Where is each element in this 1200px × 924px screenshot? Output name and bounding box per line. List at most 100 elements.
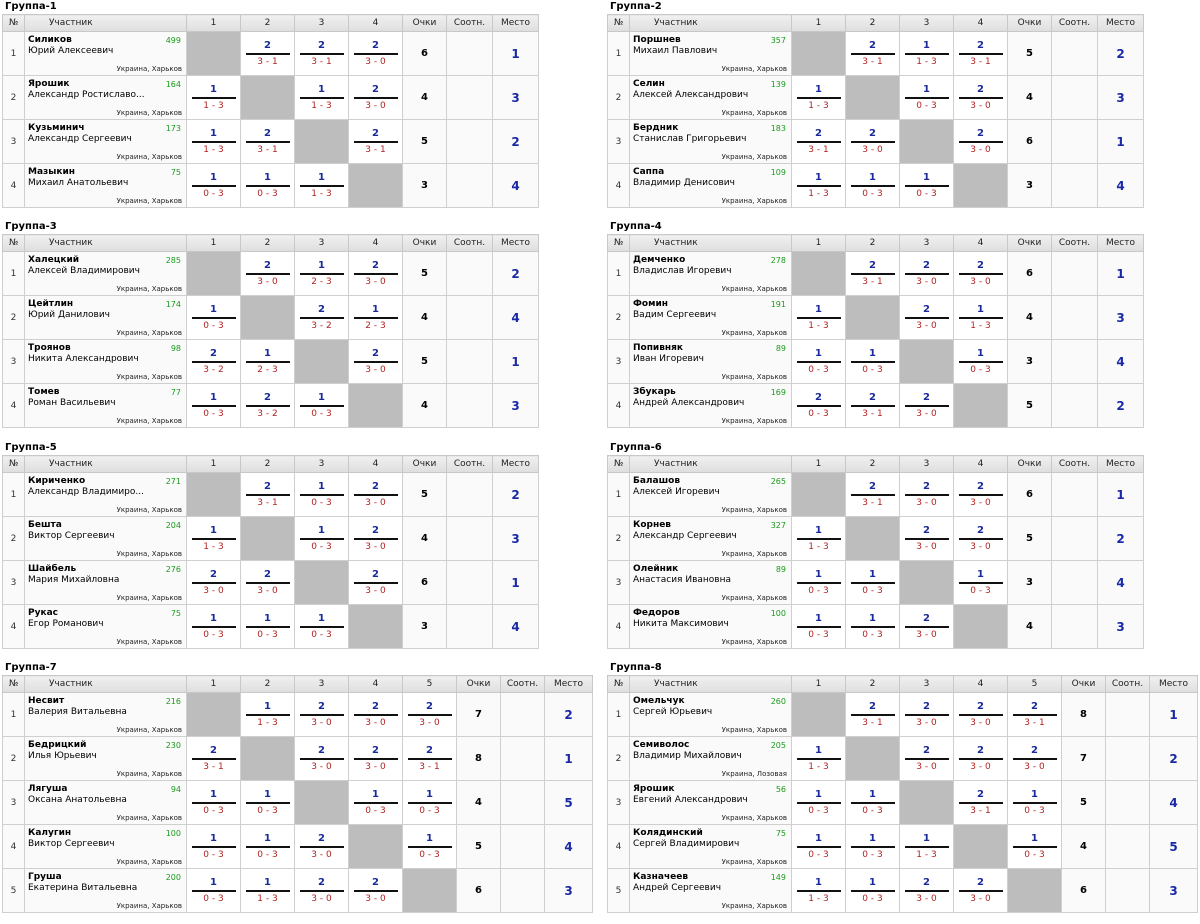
match-result[interactable]: 1 0 - 3 xyxy=(294,383,349,428)
match-result[interactable]: 2 3 - 0 xyxy=(953,516,1008,561)
match-result[interactable]: 1 0 - 3 xyxy=(899,163,954,208)
match-result[interactable]: 1 0 - 3 xyxy=(791,824,846,869)
match-result[interactable]: 1 0 - 3 xyxy=(791,604,846,649)
match-result[interactable]: 1 1 - 3 xyxy=(240,692,295,737)
match-result[interactable]: 2 3 - 0 xyxy=(348,31,403,76)
player-surname-link[interactable]: Халецкий xyxy=(28,255,80,265)
match-result[interactable]: 2 3 - 2 xyxy=(186,339,241,384)
player-surname-link[interactable]: Лягуша xyxy=(28,784,68,794)
player-surname-link[interactable]: Мазыкин xyxy=(28,167,76,177)
match-result[interactable]: 1 1 - 3 xyxy=(186,119,241,164)
match-result[interactable]: 2 3 - 0 xyxy=(240,560,295,605)
match-result[interactable]: 1 0 - 3 xyxy=(845,604,900,649)
match-result[interactable]: 1 1 - 3 xyxy=(791,516,846,561)
player-surname-link[interactable]: Бедрицкий xyxy=(28,740,87,750)
player-surname-link[interactable]: Томев xyxy=(28,387,60,397)
match-result[interactable]: 2 3 - 1 xyxy=(953,31,1008,76)
match-result[interactable]: 1 2 - 3 xyxy=(348,295,403,340)
player-surname-link[interactable]: Селин xyxy=(633,79,665,89)
match-result[interactable]: 2 3 - 0 xyxy=(899,868,954,913)
match-result[interactable]: 1 0 - 3 xyxy=(845,780,900,825)
match-result[interactable]: 2 3 - 0 xyxy=(899,692,954,737)
match-result[interactable]: 1 0 - 3 xyxy=(1007,780,1062,825)
player-surname-link[interactable]: Кузьминич xyxy=(28,123,85,133)
match-result[interactable]: 2 3 - 0 xyxy=(402,692,457,737)
match-result[interactable]: 2 3 - 1 xyxy=(240,31,295,76)
match-result[interactable]: 2 3 - 0 xyxy=(240,251,295,296)
match-result[interactable]: 2 3 - 0 xyxy=(845,119,900,164)
match-result[interactable]: 1 0 - 3 xyxy=(845,339,900,384)
match-result[interactable]: 1 0 - 3 xyxy=(186,780,241,825)
match-result[interactable]: 2 3 - 0 xyxy=(348,560,403,605)
player-surname-link[interactable]: Ярошик xyxy=(633,784,675,794)
match-result[interactable]: 2 3 - 2 xyxy=(240,383,295,428)
match-result[interactable]: 1 1 - 3 xyxy=(791,295,846,340)
match-result[interactable]: 2 0 - 3 xyxy=(791,383,846,428)
player-surname-link[interactable]: Поршнев xyxy=(633,35,681,45)
player-surname-link[interactable]: Калугин xyxy=(28,828,72,838)
match-result[interactable]: 2 3 - 0 xyxy=(348,692,403,737)
player-surname-link[interactable]: Фомин xyxy=(633,299,668,309)
match-result[interactable]: 1 0 - 3 xyxy=(294,516,349,561)
match-result[interactable]: 1 0 - 3 xyxy=(186,824,241,869)
player-surname-link[interactable]: Троянов xyxy=(28,343,71,353)
match-result[interactable]: 2 3 - 0 xyxy=(348,251,403,296)
match-result[interactable]: 2 3 - 0 xyxy=(953,868,1008,913)
match-result[interactable]: 1 0 - 3 xyxy=(186,383,241,428)
match-result[interactable]: 2 3 - 1 xyxy=(845,692,900,737)
match-result[interactable]: 1 1 - 3 xyxy=(294,75,349,120)
match-result[interactable]: 1 0 - 3 xyxy=(791,780,846,825)
match-result[interactable]: 1 1 - 3 xyxy=(899,824,954,869)
match-result[interactable]: 1 2 - 3 xyxy=(294,251,349,296)
match-result[interactable]: 1 1 - 3 xyxy=(240,868,295,913)
match-result[interactable]: 2 3 - 0 xyxy=(348,736,403,781)
match-result[interactable]: 2 3 - 1 xyxy=(845,31,900,76)
match-result[interactable]: 1 1 - 3 xyxy=(791,736,846,781)
match-result[interactable]: 1 0 - 3 xyxy=(845,824,900,869)
match-result[interactable]: 2 3 - 1 xyxy=(791,119,846,164)
player-surname-link[interactable]: Олейник xyxy=(633,564,679,574)
match-result[interactable]: 2 3 - 0 xyxy=(899,295,954,340)
player-surname-link[interactable]: Шайбель xyxy=(28,564,77,574)
match-result[interactable]: 1 0 - 3 xyxy=(186,868,241,913)
match-result[interactable]: 2 3 - 0 xyxy=(1007,736,1062,781)
player-surname-link[interactable]: Омельчук xyxy=(633,696,685,706)
match-result[interactable]: 1 0 - 3 xyxy=(294,604,349,649)
player-surname-link[interactable]: Казначеев xyxy=(633,872,689,882)
player-surname-link[interactable]: Ярошик xyxy=(28,79,70,89)
player-surname-link[interactable]: Несвит xyxy=(28,696,65,706)
player-surname-link[interactable]: Кириченко xyxy=(28,476,86,486)
player-surname-link[interactable]: Демченко xyxy=(633,255,686,265)
match-result[interactable]: 2 3 - 2 xyxy=(294,295,349,340)
match-result[interactable]: 1 1 - 3 xyxy=(899,31,954,76)
player-surname-link[interactable]: Семиволос xyxy=(633,740,690,750)
match-result[interactable]: 2 3 - 0 xyxy=(294,692,349,737)
match-result[interactable]: 1 0 - 3 xyxy=(240,824,295,869)
match-result[interactable]: 1 1 - 3 xyxy=(791,868,846,913)
match-result[interactable]: 2 3 - 1 xyxy=(348,119,403,164)
match-result[interactable]: 2 3 - 0 xyxy=(348,516,403,561)
player-surname-link[interactable]: Колядинский xyxy=(633,828,703,838)
match-result[interactable]: 1 0 - 3 xyxy=(845,868,900,913)
match-result[interactable]: 2 3 - 0 xyxy=(348,472,403,517)
match-result[interactable]: 1 0 - 3 xyxy=(348,780,403,825)
match-result[interactable]: 2 3 - 1 xyxy=(845,251,900,296)
match-result[interactable]: 2 3 - 0 xyxy=(186,560,241,605)
player-surname-link[interactable]: Попивняк xyxy=(633,343,684,353)
match-result[interactable]: 1 0 - 3 xyxy=(791,339,846,384)
match-result[interactable]: 1 1 - 3 xyxy=(186,75,241,120)
match-result[interactable]: 2 3 - 0 xyxy=(899,472,954,517)
match-result[interactable]: 2 3 - 0 xyxy=(899,736,954,781)
player-surname-link[interactable]: Саппа xyxy=(633,167,665,177)
match-result[interactable]: 2 3 - 1 xyxy=(402,736,457,781)
match-result[interactable]: 2 3 - 0 xyxy=(899,604,954,649)
match-result[interactable]: 2 3 - 0 xyxy=(899,251,954,296)
match-result[interactable]: 2 3 - 0 xyxy=(953,75,1008,120)
player-surname-link[interactable]: Бешта xyxy=(28,520,62,530)
match-result[interactable]: 2 3 - 0 xyxy=(294,868,349,913)
match-result[interactable]: 2 3 - 0 xyxy=(953,736,1008,781)
match-result[interactable]: 1 0 - 3 xyxy=(240,604,295,649)
match-result[interactable]: 2 3 - 0 xyxy=(953,692,1008,737)
match-result[interactable]: 2 3 - 1 xyxy=(845,383,900,428)
match-result[interactable]: 2 3 - 0 xyxy=(348,868,403,913)
